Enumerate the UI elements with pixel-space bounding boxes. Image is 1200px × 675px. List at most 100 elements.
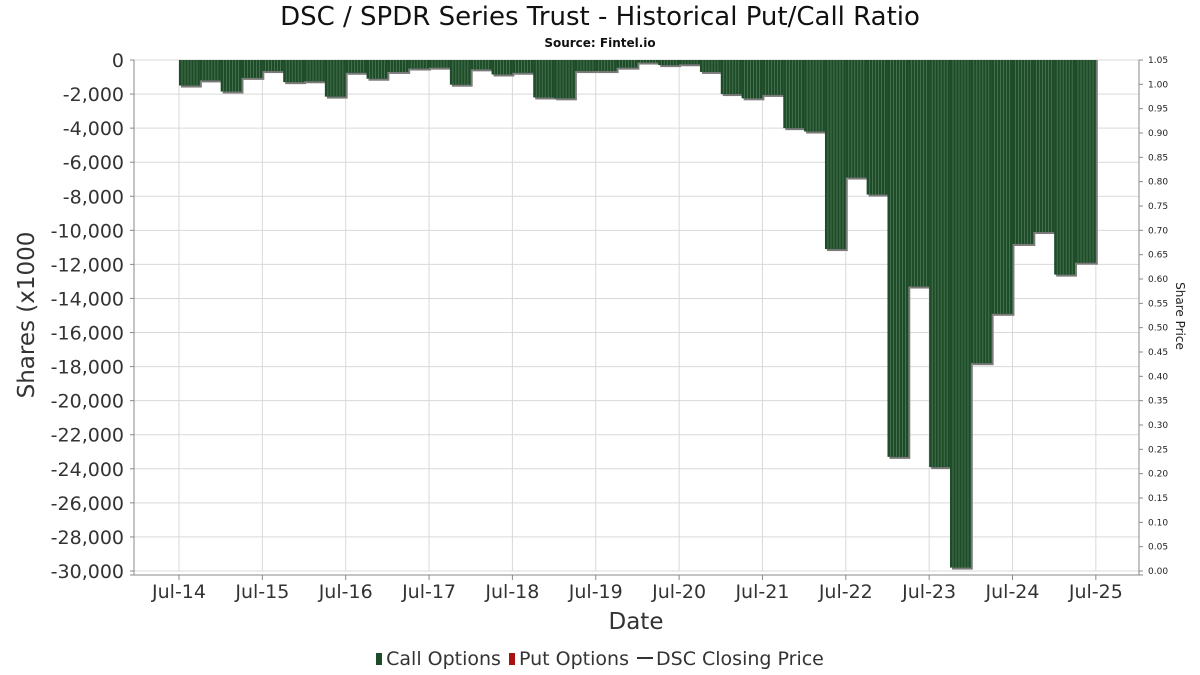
y2-tick-label: 0.60	[1148, 275, 1168, 285]
call-bar	[949, 60, 973, 570]
y-tick-label: -14,000	[51, 288, 124, 310]
axes	[130, 60, 1143, 576]
y2-tick-label: 0.05	[1148, 543, 1168, 553]
x-tick-label: Jul-24	[985, 581, 1040, 603]
y-tick-label: -6,000	[63, 152, 124, 174]
call-bar	[324, 60, 348, 99]
call-bar	[720, 60, 744, 97]
price-line-icon	[637, 657, 654, 659]
y-tick-label: -28,000	[51, 527, 124, 549]
y2-tick-label: 0.15	[1148, 494, 1168, 504]
x-tick-label: Jul-22	[818, 581, 873, 603]
call-bar	[533, 60, 557, 100]
put-swatch-icon	[509, 653, 515, 665]
y2-tick-label: 0.95	[1148, 105, 1168, 115]
y2-tick-label: 0.90	[1148, 129, 1168, 139]
y-tick-label: -8,000	[63, 186, 124, 208]
call-bar	[845, 60, 869, 180]
y2-tick-label: 0.50	[1148, 324, 1168, 334]
call-bar	[1012, 60, 1036, 246]
y-tick-label: -16,000	[51, 323, 124, 345]
call-bar	[741, 60, 765, 101]
call-bar	[658, 60, 682, 68]
y2-tick-label: 0.00	[1148, 567, 1168, 577]
legend-item-call: Call Options	[376, 648, 501, 670]
y-tick-label: 0	[112, 50, 124, 72]
y2-tick-label: 0.75	[1148, 202, 1168, 212]
y2-tick-label: 0.85	[1148, 153, 1168, 163]
x-tick-label: Jul-21	[734, 581, 789, 603]
y2-tick-label: 0.55	[1148, 299, 1168, 309]
y-axis-title: Shares (x1000	[14, 232, 40, 399]
call-bar	[908, 60, 932, 289]
y2-tick-label: 1.05	[1148, 56, 1168, 66]
y2-tick-label: 0.10	[1148, 518, 1168, 528]
call-bar	[866, 60, 890, 197]
legend-label-price: DSC Closing Price	[656, 648, 824, 670]
y2-tick-label: 0.20	[1148, 470, 1168, 480]
call-bar	[241, 60, 265, 80]
call-bar	[512, 60, 536, 75]
y2-tick-label: 1.00	[1148, 80, 1168, 90]
y-tick-label: -12,000	[51, 254, 124, 276]
call-bar	[762, 60, 786, 97]
call-bar	[262, 60, 286, 74]
call-bar	[199, 60, 223, 83]
left-axis-ticks: 0 -2,000 -4,000 -6,000 -8,000 -10,000 -12,000 -…	[51, 50, 134, 583]
x-axis-title: Date	[609, 609, 664, 635]
call-bar	[491, 60, 515, 77]
y-tick-label: -2,000	[63, 84, 124, 106]
call-bar	[929, 60, 952, 470]
call-bar	[679, 60, 702, 67]
y-tick-label: -26,000	[51, 493, 124, 515]
x-tick-label: Jul-15	[234, 581, 289, 603]
secondary-y-axis-title: Share Price	[1173, 282, 1187, 350]
legend-item-put: Put Options	[509, 648, 629, 670]
call-bar	[345, 60, 369, 75]
call-bar	[554, 60, 577, 101]
call-bar	[470, 60, 494, 72]
chart-subtitle: Source: Fintel.io	[544, 36, 656, 50]
y-tick-label: -22,000	[51, 425, 124, 447]
x-tick-label: Jul-19	[568, 581, 623, 603]
call-bar	[179, 60, 202, 88]
call-bar	[991, 60, 1015, 316]
call-swatch-icon	[376, 653, 383, 665]
y-tick-label: -24,000	[51, 459, 124, 481]
call-bar	[887, 60, 911, 459]
y-tick-label: -18,000	[51, 357, 124, 379]
legend-label-call: Call Options	[386, 648, 501, 670]
call-option-bars	[179, 60, 1098, 570]
y2-tick-label: 0.40	[1148, 372, 1168, 382]
x-tick-label: Jul-14	[151, 581, 206, 603]
y2-tick-label: 0.65	[1148, 251, 1168, 261]
y2-tick-label: 0.30	[1148, 421, 1168, 431]
call-bar	[449, 60, 473, 87]
call-bar	[1054, 60, 1077, 277]
legend-item-price: DSC Closing Price	[637, 648, 824, 670]
y2-tick-label: 0.80	[1148, 178, 1168, 188]
y-tick-label: -4,000	[63, 118, 124, 140]
x-tick-label: Jul-18	[484, 581, 539, 603]
call-bar	[408, 60, 432, 71]
call-bar	[970, 60, 994, 366]
call-bar	[616, 60, 640, 70]
x-tick-label: Jul-23	[901, 581, 956, 603]
x-axis-ticks: Jul-14 Jul-15 Jul-16 Jul-17 Jul-18 Jul-19 Jul-…	[151, 575, 1123, 603]
call-bar	[304, 60, 327, 84]
x-tick-label: Jul-17	[401, 581, 456, 603]
call-bar	[387, 60, 411, 74]
call-bar	[824, 60, 848, 252]
y2-tick-label: 0.45	[1148, 348, 1168, 358]
y-tick-label: -20,000	[51, 391, 124, 413]
call-bar	[574, 60, 598, 74]
call-bar	[220, 60, 244, 94]
x-tick-label: Jul-16	[318, 581, 373, 603]
call-bar	[1033, 60, 1057, 235]
y2-tick-label: 0.35	[1148, 397, 1168, 407]
y-tick-label: -10,000	[51, 220, 124, 242]
y2-tick-label: 0.25	[1148, 445, 1168, 455]
call-bar	[1075, 60, 1098, 265]
y-tick-label: -30,000	[51, 561, 124, 583]
